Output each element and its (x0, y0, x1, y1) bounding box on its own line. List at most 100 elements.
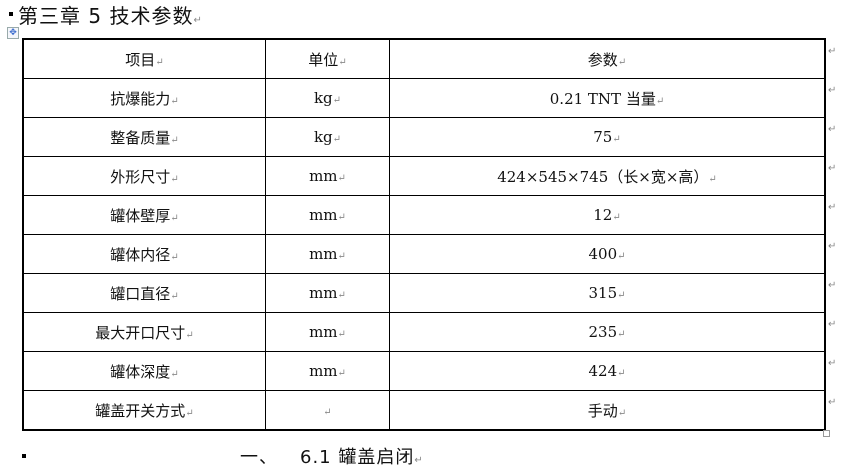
table-cell[interactable]: 424↵ (389, 351, 826, 391)
table-cell[interactable]: mm↵ (265, 156, 390, 196)
table-cell[interactable]: mm↵ (265, 351, 390, 391)
cell-text: mm (309, 362, 338, 380)
table-cell[interactable]: mm↵ (265, 312, 390, 352)
cell-text: 手动 (587, 401, 618, 420)
table-cell[interactable]: 项目↵ (22, 38, 266, 79)
table-row: 外形尺寸↵ mm↵ 424×545×745（长×宽×高）↵ (22, 156, 826, 196)
table-cell[interactable]: 手动↵ (389, 390, 826, 431)
cell-text: 75 (593, 128, 613, 146)
paragraph-mark: ↵ (617, 251, 626, 262)
table-row: 抗爆能力↵ kg↵ 0.21 TNT 当量↵ (22, 78, 826, 118)
table-cell[interactable]: 罐体内径↵ (22, 234, 266, 274)
paragraph-mark: ↵ (617, 368, 626, 379)
cell-text: 单位 (308, 50, 339, 69)
cell-text: mm (309, 206, 338, 224)
table-row: 罐盖开关方式↵ ↵ 手动↵ (22, 390, 826, 431)
spec-table: 项目↵ 单位↵ 参数↵ 抗爆能力↵ kg↵ 0.21 TNT 当量↵ 整备质量↵ kg↵ 75↵… (22, 38, 826, 431)
row-end-mark: ↵ (828, 163, 837, 174)
cell-text: 抗爆能力 (110, 89, 171, 108)
cell-text: 235 (588, 323, 618, 341)
table-move-handle-icon[interactable]: ✥ (7, 27, 19, 39)
paragraph-mark: ↵ (337, 329, 346, 340)
paragraph-mark: ↵ (332, 95, 342, 106)
paragraph-mark: ↵ (617, 56, 627, 68)
row-end-mark: ↵ (828, 319, 837, 330)
table-cell[interactable]: 0.21 TNT 当量↵ (389, 78, 826, 118)
table-cell[interactable]: 424×545×745（长×宽×高）↵ (389, 156, 826, 196)
table-cell[interactable]: 单位↵ (265, 38, 390, 79)
paragraph-mark: ↵ (170, 251, 179, 263)
table-cell[interactable]: 外形尺寸↵ (22, 156, 266, 196)
cell-text: mm (309, 323, 338, 341)
table-row: 罐体壁厚↵ mm↵ 12↵ (22, 195, 826, 235)
paragraph-mark: ↵ (170, 173, 179, 185)
row-end-mark: ↵ (828, 85, 837, 96)
cell-text: 最大开口尺寸 (95, 323, 186, 342)
table-cell[interactable]: 参数↵ (389, 38, 826, 79)
table-row: 罐体深度↵ mm↵ 424↵ (22, 351, 826, 391)
paragraph-mark: ↵ (170, 212, 179, 224)
table-cell[interactable]: mm↵ (265, 234, 390, 274)
paragraph-mark: ↵ (337, 290, 346, 301)
bullet-mark (22, 454, 26, 458)
row-end-mark: ↵ (828, 124, 837, 135)
cell-text: 罐体内径 (110, 245, 171, 264)
table-cell[interactable]: 315↵ (389, 273, 826, 313)
table-cell[interactable]: 400↵ (389, 234, 826, 274)
cell-text: 参数 (587, 50, 618, 69)
paragraph-mark: ↵ (323, 407, 332, 418)
paragraph-mark: ↵ (612, 134, 621, 145)
subheading-title: 6.1 罐盖启闭 (300, 447, 415, 468)
table-cell[interactable]: 整备质量↵ (22, 117, 266, 157)
table-row: 最大开口尺寸↵ mm↵ 235↵ (22, 312, 826, 352)
paragraph-mark: ↵ (617, 329, 626, 340)
cell-text: 整备质量 (110, 128, 171, 147)
paragraph-mark: ↵ (193, 15, 203, 26)
cell-text: 罐体壁厚 (110, 206, 171, 225)
cell-text: mm (309, 284, 338, 302)
paragraph-mark: ↵ (332, 134, 342, 145)
table-cell[interactable]: 罐口直径↵ (22, 273, 266, 313)
table-cell[interactable]: 12↵ (389, 195, 826, 235)
table-cell[interactable]: 抗爆能力↵ (22, 78, 266, 118)
paragraph-mark: ↵ (337, 212, 346, 223)
table-cell[interactable]: kg↵ (265, 117, 390, 157)
chapter-heading: 第三章 5 技术参数↵ (18, 3, 203, 34)
paragraph-mark: ↵ (185, 407, 194, 419)
cell-text: mm (309, 245, 338, 263)
paragraph-mark: ↵ (337, 251, 346, 262)
cell-text: 罐体深度 (110, 362, 171, 381)
cell-text: 0.21 TNT 当量 (549, 89, 656, 108)
section-subheading: 一、 6.1 罐盖启闭↵ (240, 443, 446, 469)
table-cell[interactable]: ↵ (265, 390, 390, 431)
table-cell[interactable]: 罐体壁厚↵ (22, 195, 266, 235)
paragraph-mark: ↵ (337, 173, 346, 184)
table-resize-handle[interactable] (823, 430, 830, 437)
table-row: 罐口直径↵ mm↵ 315↵ (22, 273, 826, 313)
table-cell[interactable]: kg↵ (265, 78, 390, 118)
table-row: 罐体内径↵ mm↵ 400↵ (22, 234, 826, 274)
cell-text: 424×545×745（长×宽×高） (497, 167, 709, 186)
cell-text: 外形尺寸 (110, 167, 171, 186)
paragraph-mark: ↵ (414, 455, 424, 466)
cell-text: mm (309, 167, 338, 185)
table-cell[interactable]: mm↵ (265, 273, 390, 313)
table-cell[interactable]: 235↵ (389, 312, 826, 352)
row-end-mark: ↵ (828, 358, 837, 369)
cell-text: 12 (593, 206, 613, 224)
table-cell[interactable]: 罐体深度↵ (22, 351, 266, 391)
paragraph-mark: ↵ (155, 56, 164, 68)
table-cell[interactable]: mm↵ (265, 195, 390, 235)
table-row: 整备质量↵ kg↵ 75↵ (22, 117, 826, 157)
table-cell[interactable]: 罐盖开关方式↵ (22, 390, 266, 431)
row-end-mark: ↵ (828, 202, 837, 213)
table-cell[interactable]: 75↵ (389, 117, 826, 157)
paragraph-mark: ↵ (708, 173, 717, 185)
paragraph-mark: ↵ (185, 329, 194, 341)
bullet-mark (9, 12, 13, 16)
cell-text: 400 (588, 245, 618, 263)
cell-text: 罐口直径 (110, 284, 171, 303)
row-end-mark: ↵ (828, 46, 837, 57)
table-cell[interactable]: 最大开口尺寸↵ (22, 312, 266, 352)
table-header-row: 项目↵ 单位↵ 参数↵ (22, 38, 826, 79)
